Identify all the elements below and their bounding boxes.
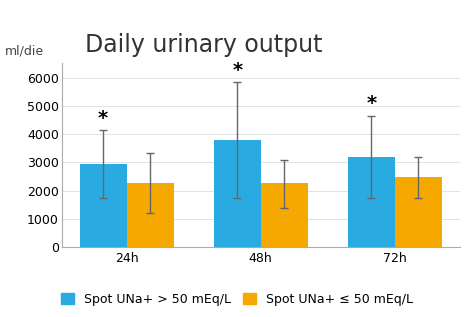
Bar [80,164,127,247]
Bar [261,183,308,247]
Bar [214,140,261,247]
Bar [395,177,442,247]
Text: Daily urinary output: Daily urinary output [85,33,323,57]
Text: *: * [98,109,108,128]
Legend: Spot UNa+ > 50 mEq/L, Spot UNa+ ≤ 50 mEq/L: Spot UNa+ > 50 mEq/L, Spot UNa+ ≤ 50 mEq… [56,288,418,311]
Text: ml/die: ml/die [5,44,44,57]
Text: *: * [366,94,376,113]
Bar [127,183,173,247]
Text: *: * [232,61,242,80]
Bar [348,157,395,247]
